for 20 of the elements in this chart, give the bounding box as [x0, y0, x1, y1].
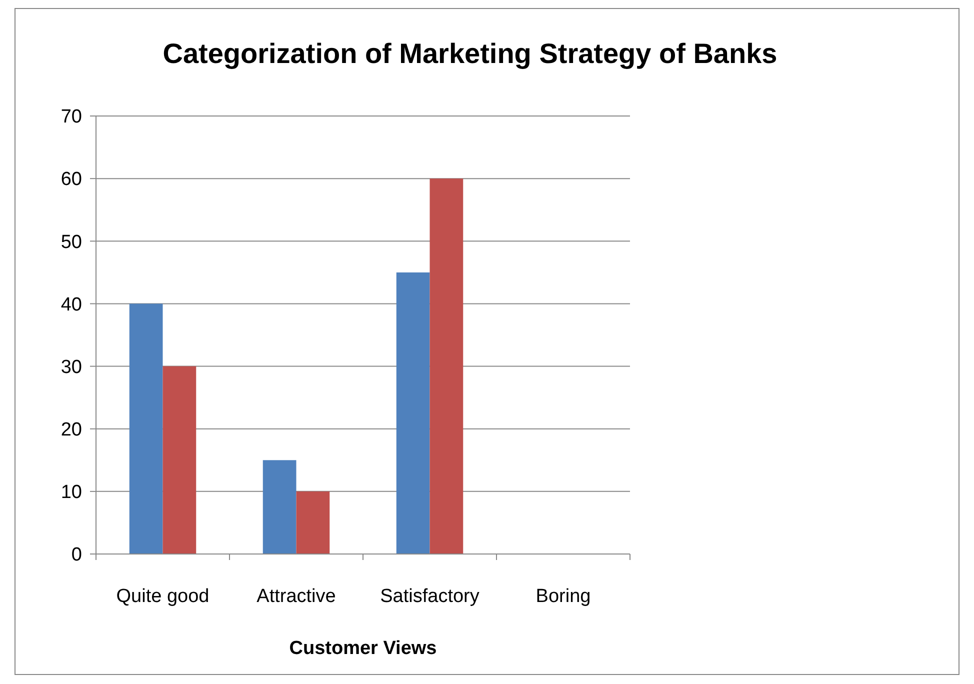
x-tick-label: Satisfactory	[380, 586, 480, 607]
bar	[129, 304, 163, 554]
bar	[430, 178, 464, 554]
y-tick-label: 50	[60, 232, 82, 253]
y-tick-label: 70	[60, 106, 82, 128]
y-tick-label: 60	[60, 169, 82, 190]
y-tick-label: 20	[60, 420, 82, 441]
x-tick-label: Boring	[536, 586, 591, 607]
bar	[162, 366, 196, 554]
x-axis-title: Customer Views	[289, 638, 437, 659]
bar	[396, 272, 430, 554]
x-tick-label: Attractive	[256, 586, 336, 607]
y-tick-label: 10	[60, 482, 82, 504]
chart-title: Categorization of Marketing Strategy of Banks	[162, 38, 778, 69]
y-tick-label: 30	[60, 356, 82, 378]
x-tick-label: Quite good	[116, 586, 210, 607]
bar	[262, 460, 296, 554]
y-tick-label: 0	[71, 544, 82, 566]
y-tick-label: 40	[60, 294, 82, 316]
bar	[296, 491, 330, 554]
